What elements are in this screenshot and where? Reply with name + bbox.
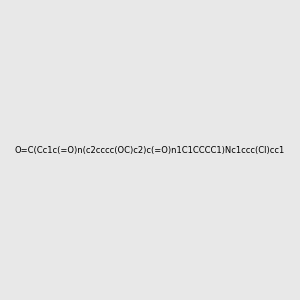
- Text: O=C(Cc1c(=O)n(c2cccc(OC)c2)c(=O)n1C1CCCC1)Nc1ccc(Cl)cc1: O=C(Cc1c(=O)n(c2cccc(OC)c2)c(=O)n1C1CCCC…: [15, 146, 285, 154]
